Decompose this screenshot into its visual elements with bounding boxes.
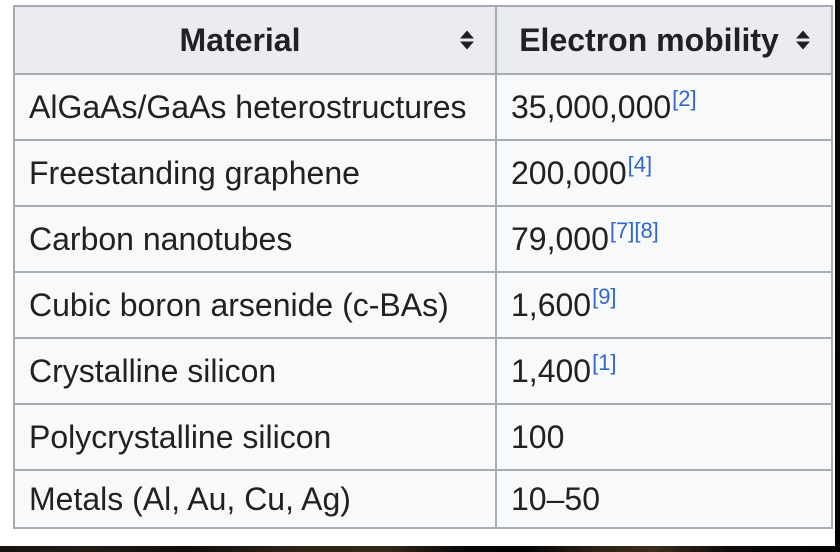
table-row: Polycrystalline silicon 100: [13, 403, 833, 471]
electron-mobility-table: Material Electron mobility AlGaAs/G: [13, 5, 833, 529]
header-row: Material Electron mobility: [13, 5, 833, 75]
mobility-value: 200,000: [511, 154, 627, 191]
column-header-electron-mobility-label: Electron mobility: [519, 21, 779, 58]
mobility-cell: 35,000,000[2]: [495, 73, 833, 141]
mobility-cell: 1,400[1]: [495, 337, 833, 405]
mobility-value: 1,400: [511, 352, 592, 389]
mobility-cell: 79,000[7][8]: [495, 205, 833, 273]
material-cell: Freestanding graphene: [13, 139, 497, 207]
column-header-material[interactable]: Material: [13, 5, 497, 75]
table-body: AlGaAs/GaAs heterostructures 35,000,000[…: [13, 73, 833, 529]
table-row: Cubic boron arsenide (c-BAs) 1,600[9]: [13, 271, 833, 339]
material-cell: Cubic boron arsenide (c-BAs): [13, 271, 497, 339]
column-header-electron-mobility[interactable]: Electron mobility: [495, 5, 833, 75]
mobility-cell: 1,600[9]: [495, 271, 833, 339]
table-header: Material Electron mobility: [13, 5, 833, 75]
sort-down-arrow-icon: [796, 41, 810, 50]
material-cell: Carbon nanotubes: [13, 205, 497, 273]
column-header-material-label: Material: [179, 21, 301, 58]
mobility-cell: 100: [495, 403, 833, 471]
sort-icon[interactable]: [796, 30, 810, 50]
reference-link[interactable]: [9]: [592, 284, 617, 310]
sort-icon[interactable]: [460, 30, 474, 50]
screen-edge-right: [835, 0, 840, 552]
material-cell: Polycrystalline silicon: [13, 403, 497, 471]
mobility-value: 79,000: [511, 220, 609, 257]
material-cell: Metals (Al, Au, Cu, Ag): [13, 469, 497, 529]
mobility-value: 100: [511, 418, 565, 455]
sort-down-arrow-icon: [460, 41, 474, 50]
mobility-cell: 10–50: [495, 469, 833, 529]
material-cell: Crystalline silicon: [13, 337, 497, 405]
table-row: Metals (Al, Au, Cu, Ag) 10–50: [13, 469, 833, 529]
mobility-value: 35,000,000: [511, 88, 672, 125]
reference-link[interactable]: [1]: [592, 350, 617, 376]
mobility-cell: 200,000[4]: [495, 139, 833, 207]
sort-up-arrow-icon: [460, 30, 474, 39]
reference-link[interactable]: [7][8]: [609, 218, 659, 244]
reference-link[interactable]: [4]: [627, 152, 653, 178]
screen-edge-bottom: [0, 546, 840, 552]
mobility-value: 1,600: [511, 286, 592, 323]
table-row: AlGaAs/GaAs heterostructures 35,000,000[…: [13, 73, 833, 141]
reference-link[interactable]: [2]: [672, 86, 697, 112]
mobility-value: 10–50: [511, 480, 600, 517]
table-row: Crystalline silicon 1,400[1]: [13, 337, 833, 405]
material-cell: AlGaAs/GaAs heterostructures: [13, 73, 497, 141]
sort-up-arrow-icon: [796, 30, 810, 39]
table-row: Carbon nanotubes 79,000[7][8]: [13, 205, 833, 273]
table-row: Freestanding graphene 200,000[4]: [13, 139, 833, 207]
